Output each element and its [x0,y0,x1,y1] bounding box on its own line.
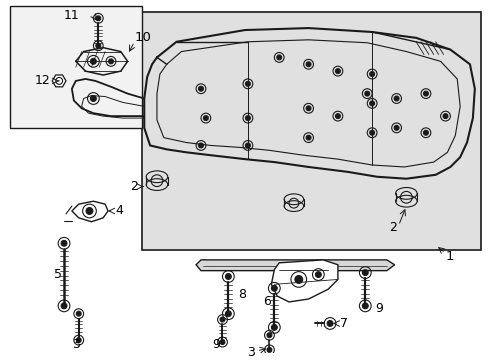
Circle shape [203,116,208,121]
Circle shape [315,272,321,278]
Polygon shape [271,260,337,302]
Circle shape [276,55,281,60]
Circle shape [335,114,340,118]
Circle shape [108,59,113,64]
Circle shape [305,135,310,140]
Circle shape [76,311,81,316]
Circle shape [362,270,367,275]
Circle shape [266,347,271,352]
Text: 2: 2 [388,221,396,234]
Circle shape [96,43,101,48]
Circle shape [86,208,93,215]
Circle shape [369,72,374,76]
Circle shape [61,303,67,309]
Text: 9: 9 [212,338,220,351]
Circle shape [198,143,203,148]
Text: 11: 11 [64,9,80,22]
Circle shape [96,16,101,21]
Circle shape [76,338,81,342]
Bar [10,6,142,128]
Circle shape [393,125,398,130]
Bar [142,13,480,250]
Circle shape [305,106,310,111]
Text: 6: 6 [263,296,271,309]
Text: 10: 10 [134,31,151,44]
Circle shape [369,130,374,135]
Circle shape [245,81,250,86]
Circle shape [271,285,277,291]
Circle shape [335,69,340,73]
Circle shape [442,114,447,118]
Polygon shape [196,260,394,271]
Circle shape [294,275,302,283]
Polygon shape [52,75,66,87]
Text: 9: 9 [374,302,382,315]
Circle shape [364,91,369,96]
Text: 3: 3 [72,338,80,351]
Circle shape [220,317,224,322]
Text: 8: 8 [238,288,245,301]
Circle shape [266,333,271,338]
Circle shape [393,96,398,101]
Text: 4: 4 [115,204,122,217]
Circle shape [198,86,203,91]
Text: 7: 7 [339,317,347,330]
Circle shape [90,58,96,64]
Polygon shape [72,201,108,222]
Circle shape [369,101,374,106]
Circle shape [423,91,427,96]
Circle shape [271,324,277,330]
Circle shape [220,339,224,345]
Circle shape [245,116,250,121]
Circle shape [90,95,96,102]
Text: 3: 3 [246,346,254,359]
Text: 1: 1 [445,251,453,264]
Circle shape [245,143,250,148]
Circle shape [61,240,67,246]
Text: 2: 2 [130,180,138,193]
Text: 12: 12 [35,75,50,87]
Circle shape [225,311,231,316]
Circle shape [326,320,332,327]
Circle shape [305,62,310,67]
Text: 5: 5 [54,268,62,281]
Circle shape [362,303,367,309]
Circle shape [423,130,427,135]
Circle shape [225,274,231,279]
